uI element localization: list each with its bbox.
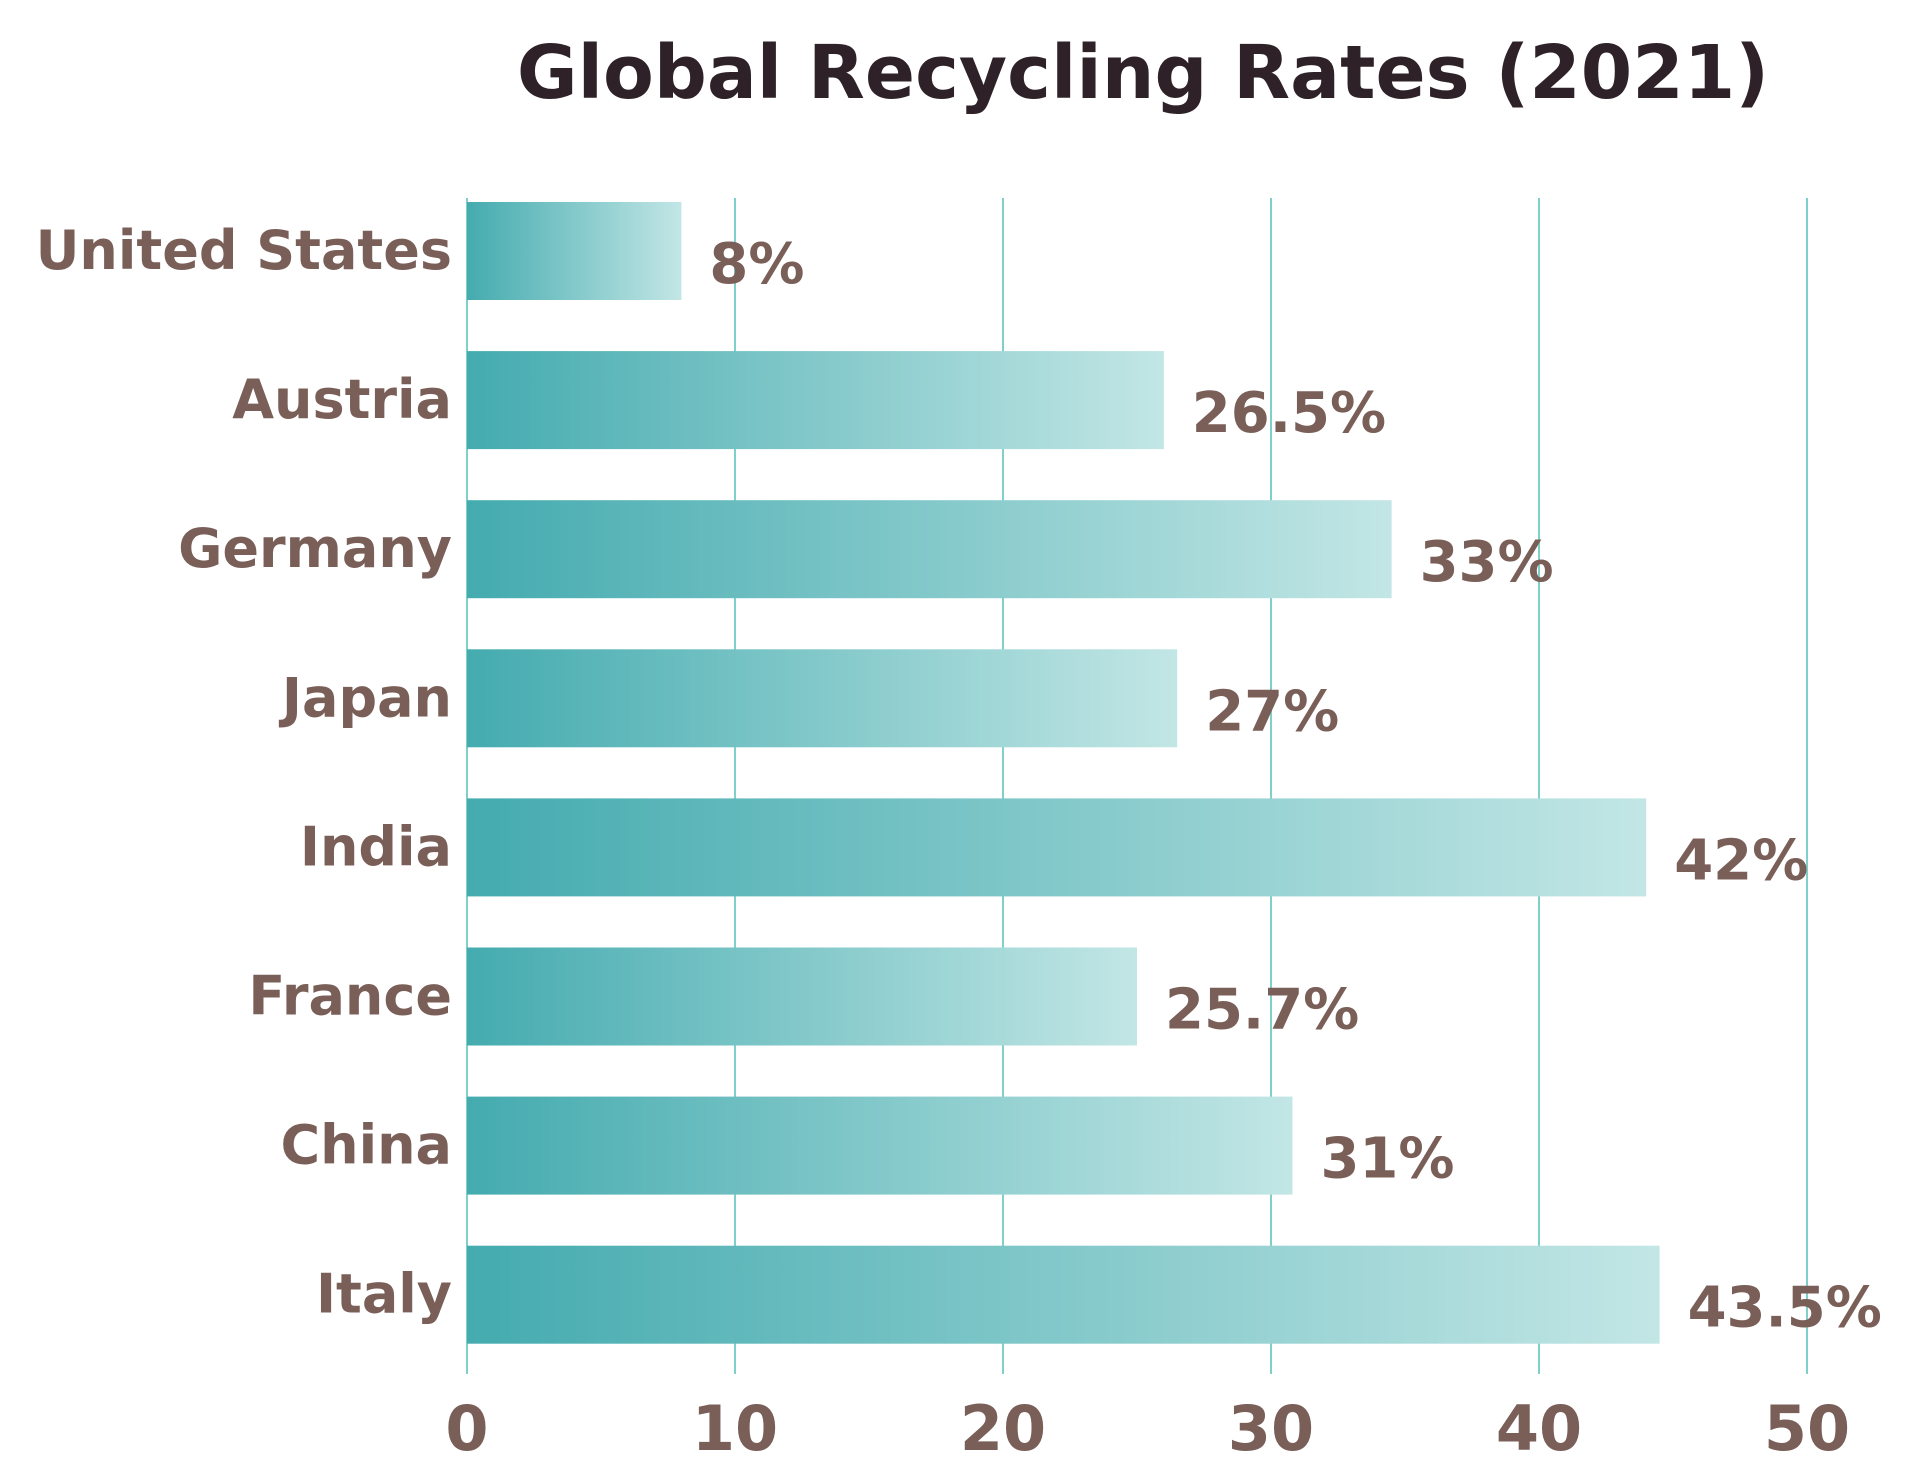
bar-united-states (467, 202, 682, 300)
value-label-united-states: 8% (709, 232, 804, 297)
value-label-germany: 33% (1420, 530, 1554, 595)
value-label-japan: 27% (1205, 679, 1339, 744)
category-labels: United States Austria Germany Japan India Fra… (36, 219, 452, 1326)
bar-japan (467, 649, 1178, 748)
x-tick-label-30: 30 (1228, 1392, 1314, 1458)
chart-title: Global Recycling Rates (2021) (517, 30, 1769, 116)
bar-france (467, 947, 1137, 1046)
bar-italy (467, 1245, 1660, 1344)
category-label-china: China (281, 1114, 452, 1177)
category-label-india: India (300, 815, 452, 878)
x-tick-label-40: 40 (1496, 1392, 1582, 1458)
bar-austria (467, 351, 1164, 450)
x-tick-label-50: 50 (1764, 1392, 1850, 1458)
value-labels: 8% 26.5% 33% 27% 42% 25.7% 31% 43.5% (709, 232, 1881, 1341)
category-label-united-states: United States (36, 219, 452, 282)
category-label-austria: Austria (232, 368, 452, 431)
bar-china (467, 1096, 1293, 1195)
bars (467, 202, 1660, 1344)
value-label-italy: 43.5% (1688, 1276, 1882, 1341)
value-label-india: 42% (1674, 828, 1808, 893)
bar-germany (467, 500, 1392, 599)
x-axis-tick-labels: 0 10 20 30 40 50 (445, 1392, 1850, 1458)
x-tick-label-10: 10 (692, 1392, 778, 1458)
category-label-germany: Germany (178, 517, 452, 580)
category-label-italy: Italy (316, 1263, 452, 1326)
x-tick-label-0: 0 (445, 1392, 488, 1458)
value-label-china: 31% (1320, 1127, 1454, 1192)
bar-india (467, 798, 1647, 897)
x-tick-label-20: 20 (960, 1392, 1046, 1458)
value-label-austria: 26.5% (1192, 381, 1386, 446)
value-label-france: 25.7% (1165, 978, 1359, 1043)
category-label-france: France (248, 965, 452, 1028)
category-label-japan: Japan (278, 666, 452, 729)
